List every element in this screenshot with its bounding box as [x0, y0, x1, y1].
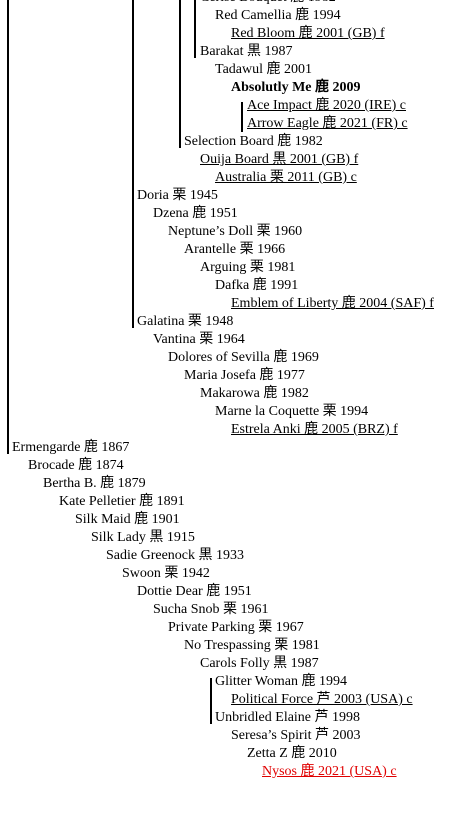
pedigree-entry: Australia 栗 2011 (GB) c [215, 170, 357, 185]
pedigree-entry: Tadawul 鹿 2001 [215, 62, 313, 77]
pedigree-entry: Ouija Board 黒 2001 (GB) f [200, 152, 359, 167]
pedigree-entry: Kate Pelletier 鹿 1891 [59, 494, 185, 509]
tree-line [241, 102, 243, 132]
tree-line [132, 0, 134, 328]
pedigree-entry: Carols Folly 黒 1987 [200, 656, 319, 671]
pedigree-entry: Private Parking 栗 1967 [168, 620, 304, 635]
pedigree-entry: Absolutly Me 鹿 2009 [231, 80, 361, 95]
pedigree-entry: Ace Impact 鹿 2020 (IRE) c [247, 98, 406, 113]
pedigree-entry: Dolores of Sevilla 鹿 1969 [168, 350, 319, 365]
pedigree-entry: Dottie Dear 鹿 1951 [137, 584, 252, 599]
pedigree-entry: Silk Maid 鹿 1901 [75, 512, 180, 527]
tree-line [179, 0, 181, 148]
pedigree-entry: Zetta Z 鹿 2010 [247, 746, 337, 761]
pedigree-entry: Ermengarde 鹿 1867 [12, 440, 130, 455]
pedigree-entry: Makarowa 鹿 1982 [200, 386, 309, 401]
pedigree-entry: Vantina 栗 1964 [153, 332, 245, 347]
pedigree-entry: Sadie Greenock 黒 1933 [106, 548, 245, 563]
pedigree-entry: Neptune’s Doll 栗 1960 [168, 224, 303, 239]
pedigree-entry: Arguing 栗 1981 [200, 260, 296, 275]
pedigree-entry: Sucha Snob 栗 1961 [153, 602, 269, 617]
pedigree-entry: Brocade 鹿 1874 [28, 458, 124, 473]
tree-line [210, 678, 212, 724]
pedigree-entry: Galatina 栗 1948 [137, 314, 234, 329]
pedigree-entry: Nysos 鹿 2021 (USA) c [262, 764, 397, 779]
pedigree-entry: Cerise Bouquet 鹿 1982 [200, 0, 336, 7]
pedigree-entry: Barakat 黒 1987 [200, 44, 293, 59]
pedigree-entry: Dzena 鹿 1951 [153, 206, 238, 221]
pedigree-entry: No Trespassing 栗 1981 [184, 638, 320, 653]
pedigree-entry: Maria Josefa 鹿 1977 [184, 368, 305, 383]
pedigree-entry: Red Bloom 鹿 2001 (GB) f [231, 26, 385, 41]
pedigree-entry: Arantelle 栗 1966 [184, 242, 286, 257]
tree-line [194, 0, 196, 58]
pedigree-entry: Bertha B. 鹿 1879 [43, 476, 146, 491]
pedigree-entry: Arrow Eagle 鹿 2021 (FR) c [247, 116, 408, 131]
pedigree-entry: Estrela Anki 鹿 2005 (BRZ) f [231, 422, 398, 437]
pedigree-entry: Political Force 芦 2003 (USA) c [231, 692, 413, 707]
pedigree-entry: Emblem of Liberty 鹿 2004 (SAF) f [231, 296, 434, 311]
pedigree-entry: Marne la Coquette 栗 1994 [215, 404, 369, 419]
pedigree-entry: Swoon 栗 1942 [122, 566, 210, 581]
pedigree-entry: Dafka 鹿 1991 [215, 278, 299, 293]
pedigree-entry: Silk Lady 黒 1915 [91, 530, 195, 545]
pedigree-entry: Glitter Woman 鹿 1994 [215, 674, 347, 689]
pedigree-entry: Unbridled Elaine 芦 1998 [215, 710, 361, 725]
pedigree-entry: Doria 栗 1945 [137, 188, 218, 203]
pedigree-entry: Seresa’s Spirit 芦 2003 [231, 728, 361, 743]
tree-line [7, 0, 9, 454]
pedigree-entry: Selection Board 鹿 1982 [184, 134, 323, 149]
pedigree-entry: Red Camellia 鹿 1994 [215, 8, 341, 23]
